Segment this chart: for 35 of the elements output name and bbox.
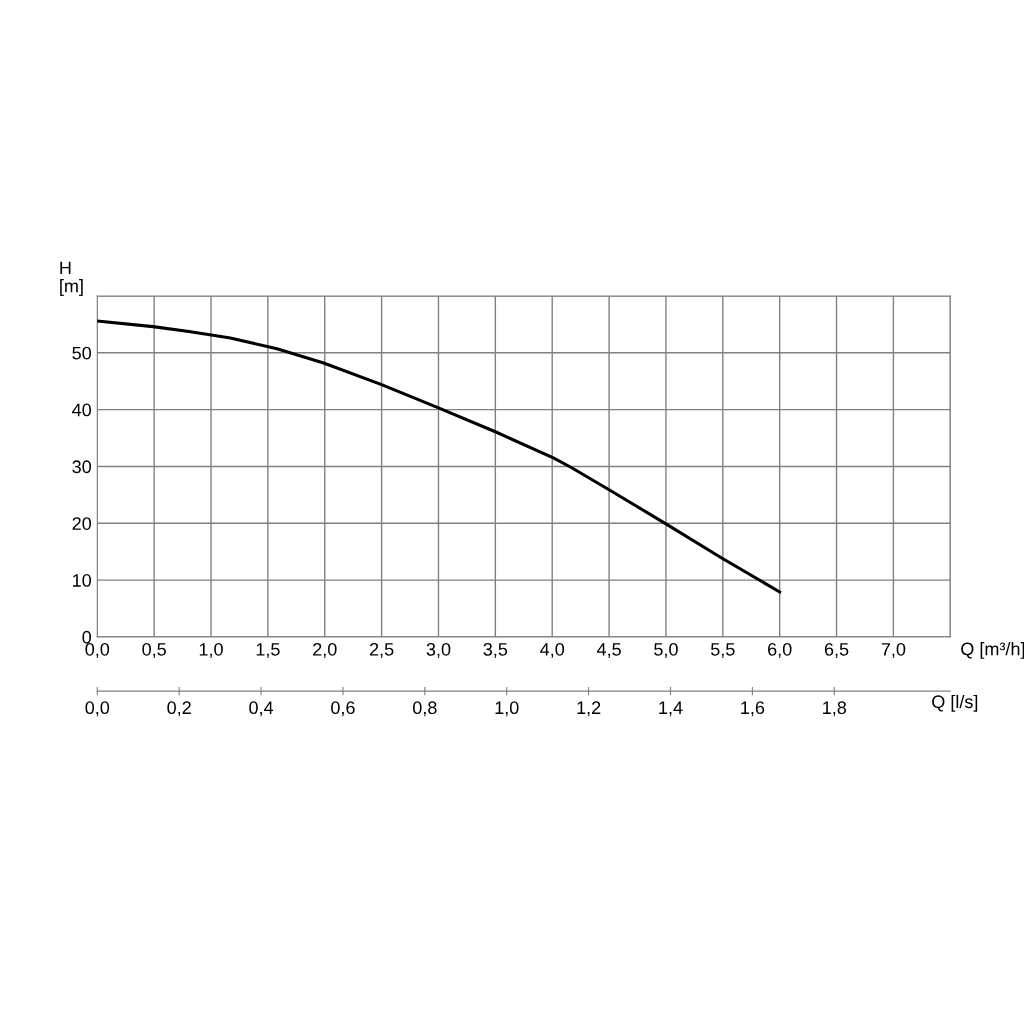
x-tick-label: 0,0 bbox=[85, 642, 110, 658]
x2-tick-label: 0,4 bbox=[249, 701, 274, 717]
y-tick-label: 30 bbox=[72, 460, 92, 474]
line-series bbox=[97, 319, 782, 594]
x2-tick-label: 1,2 bbox=[577, 701, 601, 717]
x2-tick-label: 0,6 bbox=[331, 701, 355, 717]
x2-tick-label: 0,2 bbox=[167, 701, 191, 717]
x-tick-label: 0,5 bbox=[142, 642, 166, 658]
x2-tick-label: 1,6 bbox=[741, 701, 765, 717]
x-tick-label: 2,5 bbox=[369, 642, 394, 658]
x-tick-label: 5,0 bbox=[654, 642, 678, 658]
x-tick-label: 4,0 bbox=[540, 642, 565, 658]
x-tick-label: 2,0 bbox=[313, 642, 337, 658]
x-tick-label: 4,5 bbox=[596, 643, 621, 658]
x2-tick-label: 0,0 bbox=[85, 701, 110, 717]
y-tick-label: 20 bbox=[72, 517, 92, 530]
y-tick-label: 50 bbox=[72, 346, 92, 360]
x-tick-label: 1,0 bbox=[199, 642, 223, 658]
x-axis-title: Q [m³/h] bbox=[961, 642, 1024, 659]
x2-axis-title: Q [l/s] bbox=[932, 694, 978, 712]
x2-tick-label: 0,8 bbox=[412, 701, 437, 717]
y-tick-label: 0 bbox=[82, 630, 92, 644]
x-tick-label: 1,5 bbox=[256, 643, 280, 658]
x2-tick-label: 1,4 bbox=[659, 701, 683, 717]
y-tick-label: 10 bbox=[73, 574, 92, 587]
x-tick-label: 3,5 bbox=[483, 642, 508, 658]
x2-tick-label: 1,0 bbox=[495, 701, 519, 717]
x-tick-label: 5,5 bbox=[710, 643, 735, 658]
x-tick-label: 6,0 bbox=[768, 642, 792, 658]
x2-tick-label: 1,8 bbox=[823, 701, 847, 717]
x-tick-label: 7,0 bbox=[881, 642, 906, 658]
x-tick-label: 3,0 bbox=[426, 642, 451, 658]
y-tick-label: 40 bbox=[72, 403, 92, 417]
x-tick-label: 6,5 bbox=[824, 642, 849, 658]
y-axis-title: H [m] bbox=[60, 261, 83, 296]
